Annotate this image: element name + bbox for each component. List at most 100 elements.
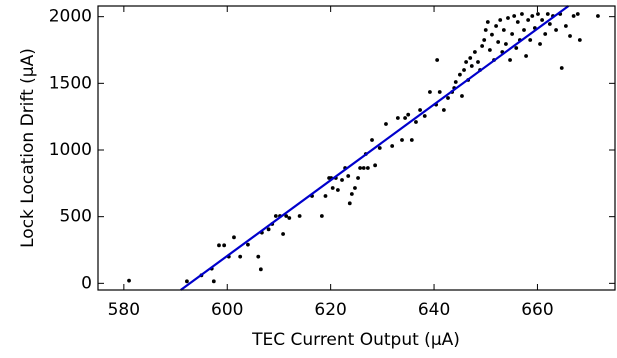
point: [406, 112, 411, 117]
point: [422, 114, 427, 118]
point: [418, 108, 422, 112]
x-axis-label: TEC Current Output (μA): [251, 330, 460, 350]
point: [238, 254, 243, 259]
point: [435, 58, 440, 62]
point: [536, 12, 540, 16]
point: [222, 243, 227, 248]
point: [458, 72, 462, 77]
point: [482, 38, 487, 42]
point: [256, 254, 261, 259]
point: [453, 80, 458, 84]
point: [596, 14, 600, 18]
y-tick-label: 1000: [49, 140, 92, 160]
point: [127, 278, 131, 283]
point: [346, 174, 351, 178]
point: [480, 44, 485, 48]
x-tick-label: 600: [211, 300, 243, 320]
point: [349, 192, 354, 196]
point: [498, 18, 503, 22]
point: [437, 90, 442, 94]
point: [373, 163, 378, 168]
point: [506, 16, 510, 20]
point: [340, 178, 344, 182]
point: [319, 214, 324, 218]
point: [547, 22, 552, 26]
point: [246, 242, 250, 247]
point: [571, 14, 576, 18]
point: [441, 108, 446, 112]
point: [512, 14, 517, 18]
point: [554, 28, 558, 32]
point: [476, 60, 480, 64]
point: [446, 96, 450, 100]
point: [490, 32, 494, 37]
point: [428, 90, 432, 94]
point: [258, 267, 263, 272]
point: [510, 32, 515, 36]
point: [365, 166, 370, 170]
point: [543, 32, 548, 36]
point: [353, 186, 357, 190]
point: [403, 116, 407, 120]
point: [330, 186, 335, 190]
point: [469, 64, 474, 68]
point: [501, 28, 506, 32]
point: [522, 28, 526, 32]
point: [464, 60, 469, 64]
plot-frame: [97, 5, 616, 291]
point: [358, 166, 363, 170]
point: [232, 235, 236, 240]
point: [563, 24, 568, 28]
point: [577, 38, 582, 42]
point: [377, 146, 382, 150]
point: [462, 68, 466, 72]
point: [347, 201, 352, 206]
point: [356, 176, 360, 180]
point: [361, 166, 366, 170]
point: [483, 28, 488, 32]
point: [390, 144, 395, 148]
point: [487, 48, 492, 52]
x-tick-label: 580: [108, 300, 140, 320]
point: [370, 138, 374, 142]
point: [520, 12, 524, 16]
point: [395, 116, 400, 120]
point: [281, 232, 285, 236]
point: [414, 120, 418, 124]
y-tick-label: 1500: [49, 73, 92, 93]
point: [526, 18, 531, 22]
point: [538, 42, 542, 46]
point: [485, 20, 490, 24]
point: [575, 12, 580, 16]
y-tick-label: 500: [60, 207, 92, 227]
point: [472, 50, 477, 54]
point: [504, 42, 508, 46]
point: [185, 279, 189, 284]
y-tick-label: 0: [81, 273, 92, 293]
point: [273, 214, 278, 218]
point: [460, 94, 464, 98]
point: [211, 279, 216, 284]
y-tick-label: 2000: [49, 7, 92, 27]
point: [496, 40, 501, 44]
point: [266, 227, 271, 232]
point: [540, 18, 545, 22]
point: [559, 66, 564, 70]
point: [528, 38, 533, 42]
point: [468, 56, 473, 60]
point: [384, 122, 388, 126]
point: [297, 214, 302, 218]
point: [508, 58, 512, 62]
point: [494, 24, 498, 28]
point: [524, 54, 528, 58]
x-tick-label: 620: [314, 300, 346, 320]
y-axis-label: Lock Location Drift (μA): [18, 48, 38, 248]
point: [515, 20, 520, 24]
point: [287, 216, 292, 220]
point: [568, 34, 572, 38]
point: [335, 188, 340, 192]
point: [545, 12, 550, 16]
x-tick-label: 640: [418, 300, 450, 320]
fit-line: [180, 5, 570, 291]
